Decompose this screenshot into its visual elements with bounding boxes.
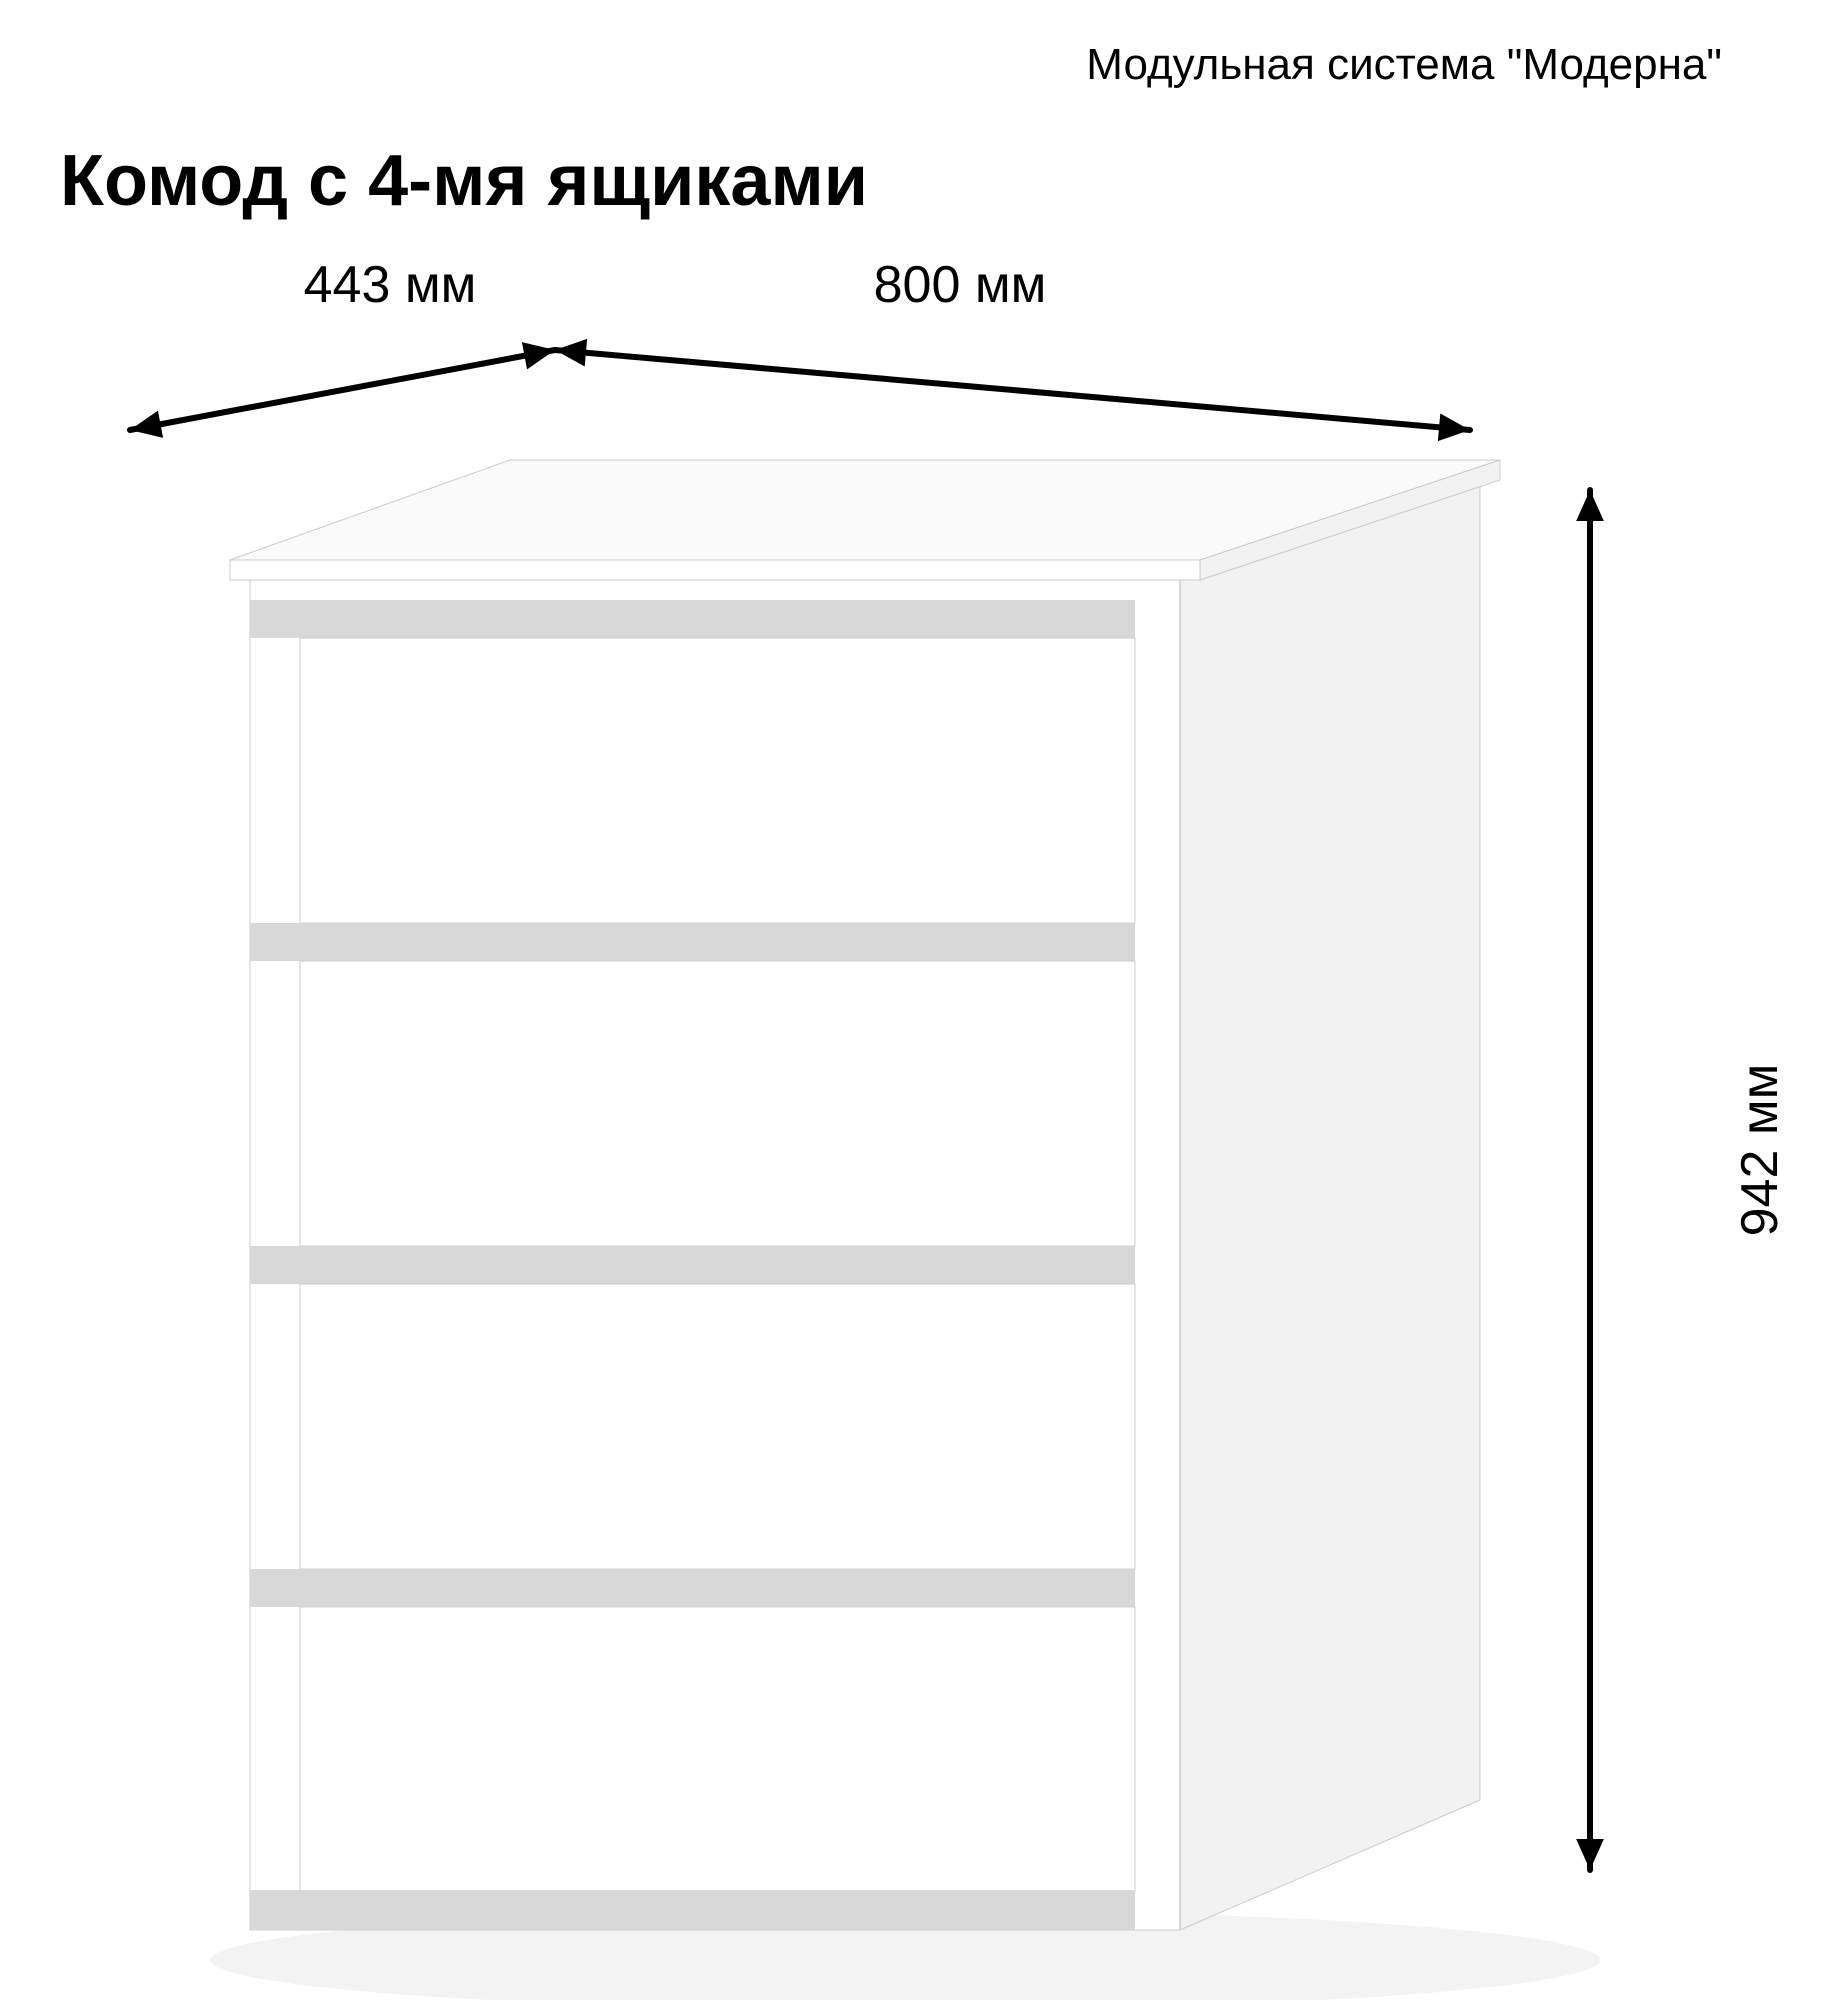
diagram-canvas: Модульная система "Модерна" Комод с 4-мя…	[0, 0, 1842, 2000]
collection-label: Модульная система "Модерна"	[1086, 40, 1722, 90]
dimension-width-arrow	[555, 339, 1470, 441]
dimension-width-label: 800 мм	[830, 255, 1090, 315]
dimension-depth-arrow	[130, 342, 555, 438]
dimension-height-label: 942 мм	[1730, 1020, 1790, 1280]
dimension-depth-label: 443 мм	[260, 255, 520, 315]
product-title: Комод с 4-мя ящиками	[60, 140, 868, 222]
dresser-illustration	[210, 460, 1600, 2000]
dimension-height-arrow	[1576, 490, 1604, 1870]
